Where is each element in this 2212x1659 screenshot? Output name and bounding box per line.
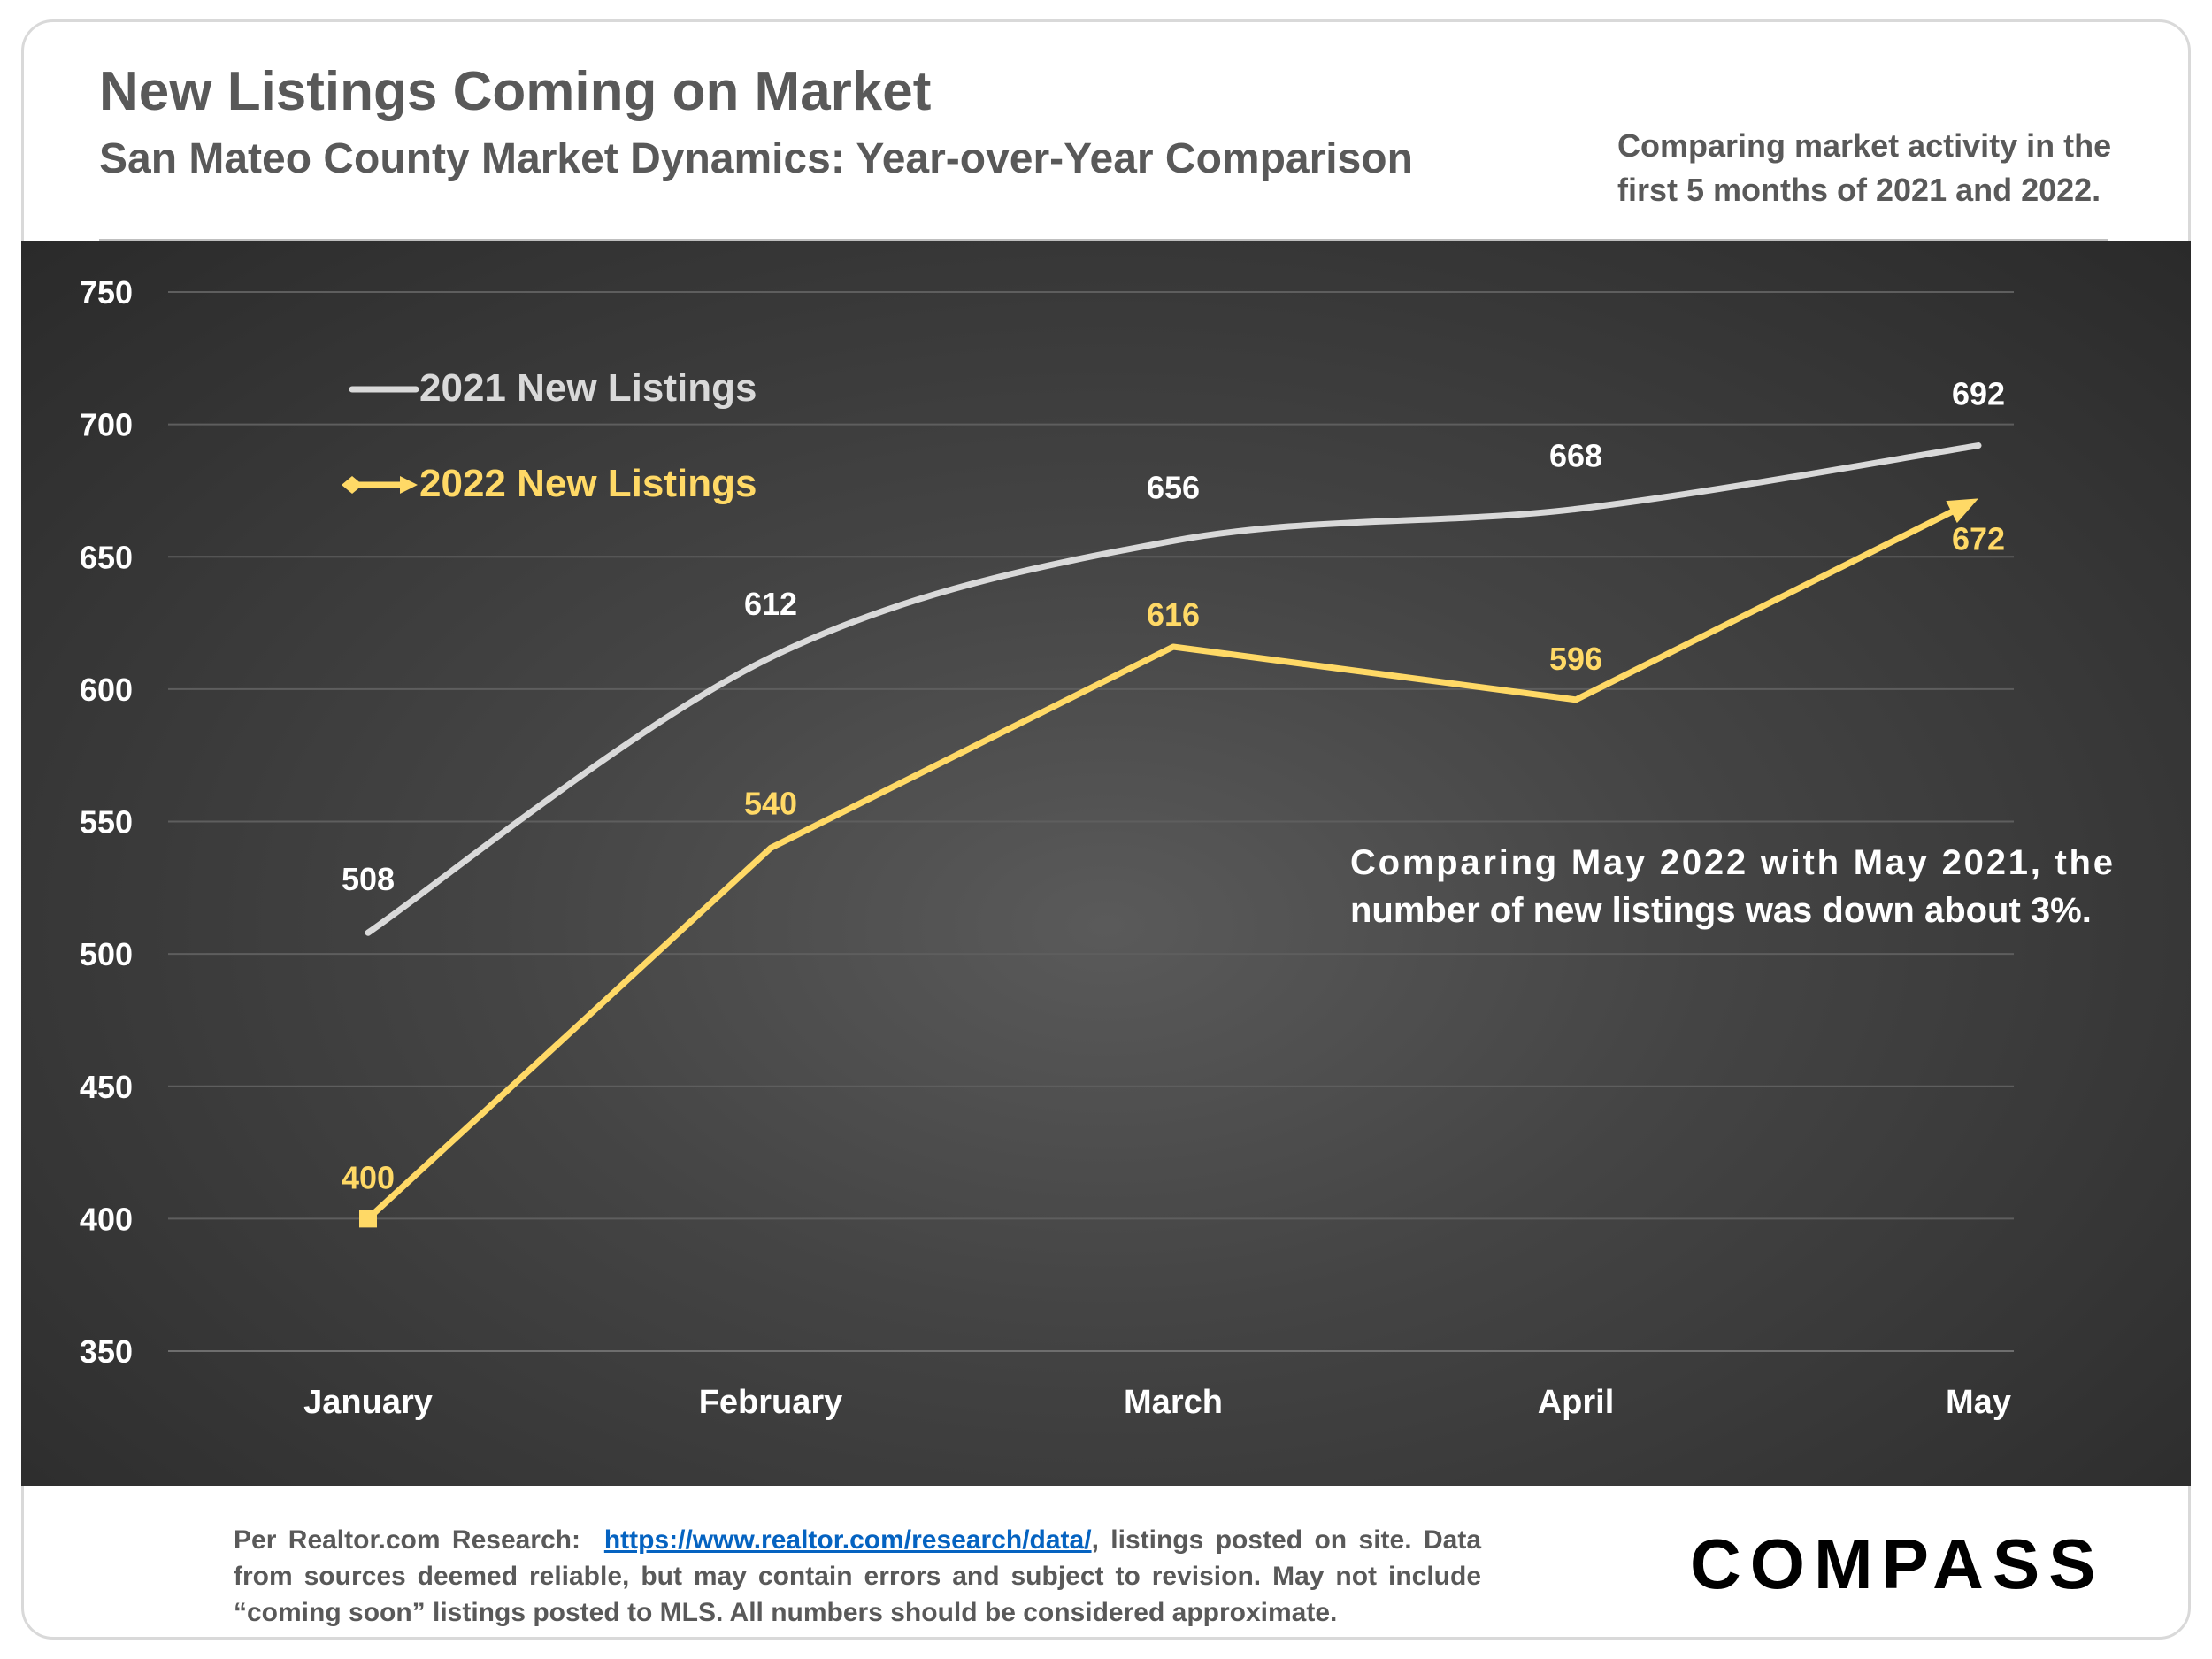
chart-panel: 350 400 450 500 550 600 650 700 750 January Februa… <box>21 241 2191 1486</box>
y-tick-label: 750 <box>80 274 133 311</box>
axis-labels: 350 400 450 500 550 600 650 700 750 January Februa… <box>80 274 2011 1421</box>
series-start-marker-2022 <box>359 1210 377 1228</box>
y-tick-label: 350 <box>80 1333 133 1370</box>
gridlines <box>168 291 2014 1352</box>
disclaimer-text: Data from sources deemed reliable, but m… <box>234 1525 1482 1627</box>
x-tick-label: April <box>1538 1384 1615 1421</box>
source-link[interactable]: https://www.realtor.com/research/data/ <box>603 1525 1092 1555</box>
data-label-2022: 400 <box>342 1159 395 1195</box>
source-footnote: Per Realtor.com Research: https://www.re… <box>234 1522 1481 1631</box>
annotation-line-2: number of new listings was down about 3%… <box>1350 891 2092 930</box>
side-note: Comparing market activity in the first 5… <box>1617 124 2148 212</box>
line-chart: 350 400 450 500 550 600 650 700 750 January Februa… <box>80 274 2113 1421</box>
page-subtitle: San Mateo County Market Dynamics: Year-o… <box>99 135 1413 182</box>
series-lines <box>359 442 1982 1228</box>
legend-label-2021: 2021 New Listings <box>419 366 757 410</box>
chart-annotation: Comparing May 2022 with May 2021, the nu… <box>1350 843 2113 930</box>
x-tick-label: January <box>303 1384 433 1421</box>
y-tick-label: 650 <box>80 539 133 575</box>
x-tick-label: March <box>1124 1384 1223 1421</box>
data-label-2022: 616 <box>1147 596 1200 633</box>
side-note-line-2: first 5 months of 2021 and 2022. <box>1617 172 2101 208</box>
y-tick-label: 450 <box>80 1069 133 1105</box>
compass-logo: COMPASS <box>1690 1525 2105 1603</box>
data-label-2021: 692 <box>1952 376 2005 412</box>
legend-arrow-marker <box>400 476 418 494</box>
page-title: New Listings Coming on Market <box>99 61 932 122</box>
header-divider <box>99 239 2108 241</box>
y-tick-label: 600 <box>80 672 133 708</box>
data-label-2022: 596 <box>1549 641 1602 677</box>
series-line-2021 <box>365 442 1982 936</box>
legend: 2021 New Listings 2022 New Listings <box>342 366 757 505</box>
data-label-2021: 656 <box>1147 469 1200 505</box>
y-tick-label: 550 <box>80 804 133 841</box>
y-tick-label: 700 <box>80 407 133 443</box>
x-tick-label: May <box>1946 1384 2011 1421</box>
data-label-2022: 672 <box>1952 520 2005 557</box>
data-label-2021: 612 <box>744 586 797 622</box>
data-labels: 508 612 656 668 692 400 540 616 596 672 <box>342 376 2005 1196</box>
annotation-line-1: Comparing May 2022 with May 2021, the <box>1350 843 2113 882</box>
source-prefix: Per Realtor.com Research: <box>234 1525 580 1555</box>
data-label-2022: 540 <box>744 785 797 821</box>
y-tick-label: 400 <box>80 1201 133 1237</box>
source-suffix: , listings posted on site. <box>1091 1525 1412 1555</box>
series-end-arrow-2022 <box>1946 498 1978 524</box>
y-tick-label: 500 <box>80 936 133 972</box>
series-line-2022 <box>365 503 1964 1221</box>
x-tick-label: February <box>699 1384 843 1421</box>
legend-label-2022: 2022 New Listings <box>419 462 757 505</box>
legend-diamond-marker <box>342 476 363 494</box>
data-label-2021: 508 <box>342 861 395 897</box>
side-note-line-1: Comparing market activity in the <box>1617 127 2112 164</box>
data-label-2021: 668 <box>1549 437 1602 473</box>
